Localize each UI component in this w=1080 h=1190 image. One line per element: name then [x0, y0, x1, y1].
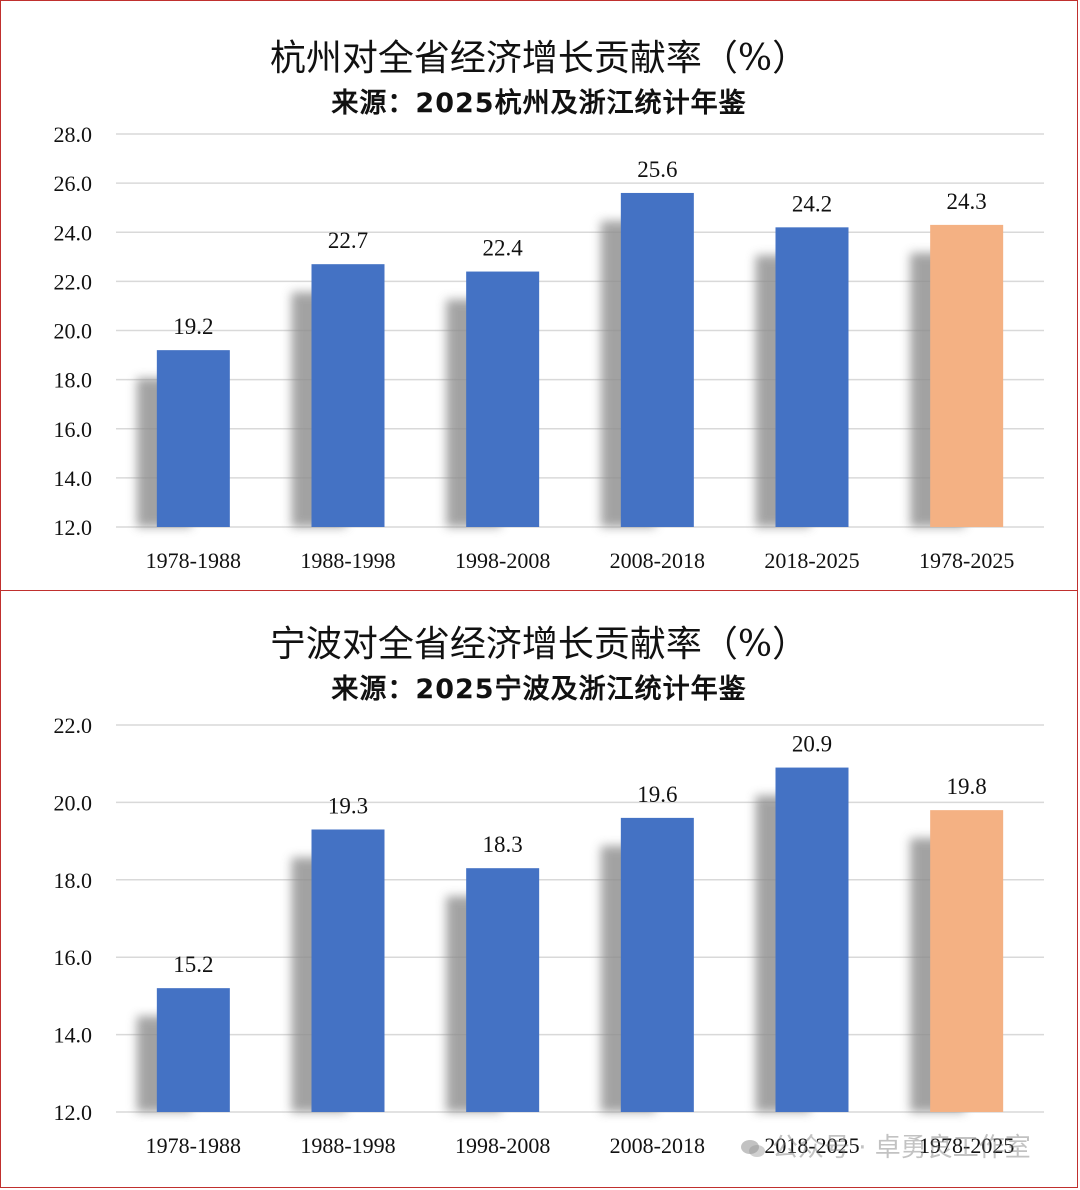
hangzhou-bar-chart: 12.0 14.0 16.0 18.0 20.0 22.0 24.0 26.0 28.0 19.2… — [54, 122, 1044, 573]
y-tick-label: 12.0 — [54, 515, 93, 540]
ningbo-bar-chart: 12.0 14.0 16.0 18.0 20.0 22.0 15.2 1978-1988 19.… — [54, 713, 1044, 1158]
chart-subtitle: 来源：2025宁波及浙江统计年鉴 — [331, 674, 747, 705]
data-label: 18.3 — [483, 832, 523, 857]
data-label: 19.6 — [637, 782, 677, 807]
data-label: 24.2 — [792, 191, 832, 216]
data-label: 25.6 — [637, 157, 677, 182]
data-label: 19.3 — [328, 793, 368, 818]
chart-subtitle: 来源：2025杭州及浙江统计年鉴 — [331, 88, 747, 119]
x-tick-label: 1978-1988 — [146, 1133, 241, 1158]
bar — [156, 350, 230, 527]
bar — [466, 868, 540, 1112]
x-tick-label: 1998-2008 — [455, 1133, 550, 1158]
y-tick-label: 22.0 — [54, 713, 93, 738]
data-label: 24.3 — [947, 189, 987, 214]
data-label: 15.2 — [173, 952, 213, 977]
x-tick-label: 1998-2008 — [455, 548, 550, 573]
bar — [775, 227, 849, 527]
x-tick-label: 2018-2025 — [764, 1133, 859, 1158]
bar — [311, 829, 385, 1112]
x-tick-label: 2018-2025 — [764, 548, 859, 573]
data-label: 22.4 — [483, 236, 524, 261]
x-tick-label: 1988-1998 — [300, 548, 395, 573]
x-tick-label: 2008-2018 — [610, 548, 705, 573]
y-tick-label: 18.0 — [54, 868, 93, 893]
y-tick-label: 26.0 — [54, 171, 93, 196]
y-tick-label: 12.0 — [54, 1100, 93, 1125]
x-tick-label: 1978-1988 — [146, 548, 241, 573]
y-tick-label: 16.0 — [54, 417, 93, 442]
y-tick-label: 20.0 — [54, 790, 93, 815]
data-label: 20.9 — [792, 732, 832, 757]
y-tick-label: 16.0 — [54, 945, 93, 970]
wechat-icon — [741, 1139, 765, 1157]
data-label: 19.2 — [173, 314, 213, 339]
y-tick-label: 22.0 — [54, 269, 93, 294]
bar — [311, 264, 385, 527]
chart-title: 宁波对全省经济增长贡献率（%） — [269, 624, 809, 665]
y-tick-label: 14.0 — [54, 466, 93, 491]
x-tick-label: 1988-1998 — [300, 1133, 395, 1158]
y-tick-label: 28.0 — [54, 122, 93, 147]
watermark: 公众号 · 卓勇良工作室 — [740, 1127, 1031, 1164]
x-tick-label: 1978-2025 — [919, 1133, 1014, 1158]
bar — [620, 192, 694, 527]
y-tick-label: 20.0 — [54, 319, 93, 344]
bar — [930, 810, 1004, 1112]
data-label: 19.8 — [947, 774, 987, 799]
bar — [156, 988, 230, 1112]
y-tick-label: 18.0 — [54, 368, 93, 393]
data-label: 22.7 — [328, 228, 368, 253]
chart-title: 杭州对全省经济增长贡献率（%） — [269, 38, 809, 79]
bar — [775, 767, 849, 1112]
watermark-text: 公众号 · 卓勇良工作室 — [772, 1133, 1031, 1163]
x-tick-label: 2008-2018 — [610, 1133, 705, 1158]
y-tick-label: 14.0 — [54, 1023, 93, 1048]
bar — [930, 224, 1004, 527]
bar — [466, 271, 540, 527]
x-tick-label: 1978-2025 — [919, 548, 1014, 573]
y-tick-label: 24.0 — [54, 220, 93, 245]
bar — [620, 817, 694, 1112]
